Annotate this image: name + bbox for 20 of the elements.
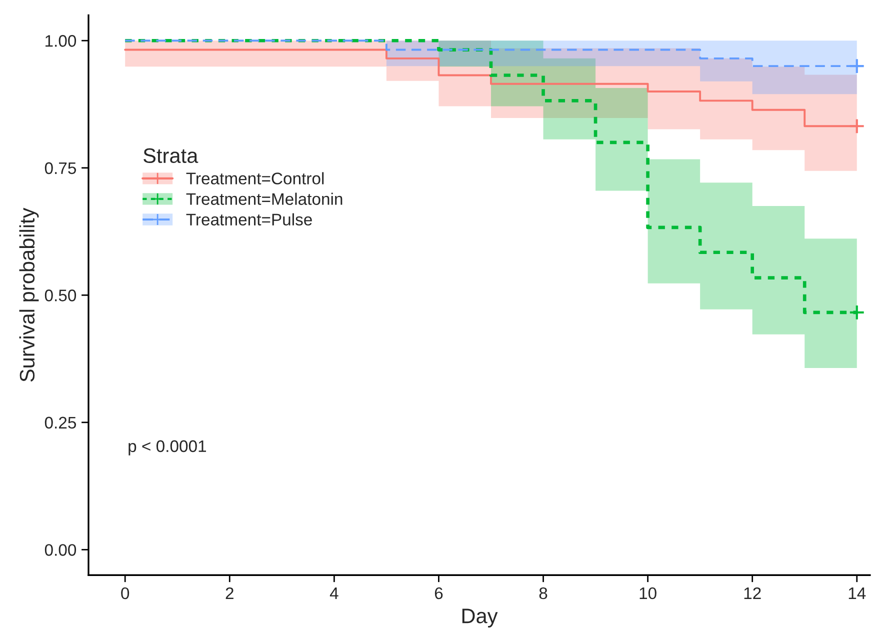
annotation: p < 0.0001 [128,440,206,456]
y-tick-label: 0.25 [44,416,76,429]
y-tick-label: 0.50 [44,290,76,302]
legend-label: Treatment=Melatonin [186,192,342,205]
x-tick-label: 12 [744,587,761,600]
x-tick-label: 14 [848,588,866,600]
x-tick-label: 10 [640,587,656,600]
y-axis-title: Survival probability [19,208,39,382]
x-axis-title: Day [462,608,498,628]
x-tick-label: 2 [226,587,234,600]
x-tick-label: 6 [434,587,443,600]
legend-label: Treatment=Pulse [186,213,312,226]
x-tick-label: 4 [330,588,338,600]
legend-title: Strata [144,148,198,164]
legend-label: Treatment=Control [186,172,324,184]
y-tick-label: 0.75 [44,162,76,174]
y-tick-label: 0.00 [44,544,76,556]
y-tick-label: 1.00 [46,35,76,47]
x-tick-label: 8 [539,587,548,600]
x-tick-label: 0 [121,587,130,600]
